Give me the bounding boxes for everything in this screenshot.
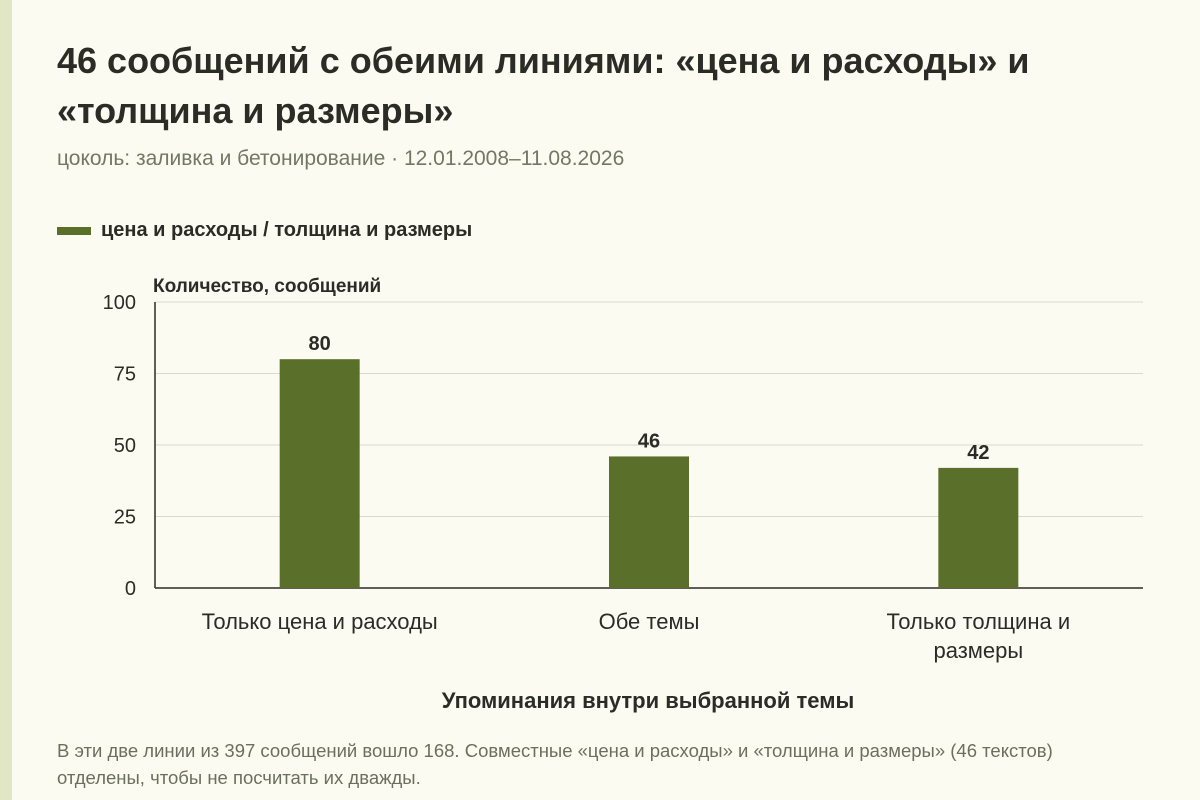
accent-strip (0, 0, 12, 800)
x-tick-label-line: Обе темы (599, 609, 700, 634)
bar-value-label: 80 (309, 333, 331, 355)
x-tick-label: Только цена и расходы (202, 609, 438, 634)
legend-label: цена и расходы / толщина и размеры (101, 219, 473, 241)
legend-swatch (57, 226, 91, 235)
bars (279, 359, 1019, 588)
x-tick-label-line: Только цена и расходы (202, 609, 438, 634)
y-tick-label: 100 (103, 292, 136, 314)
x-tick-label-line: размеры (933, 638, 1023, 663)
y-tick-label: 50 (114, 435, 136, 457)
bar-value-label: 42 (967, 442, 989, 464)
legend: цена и расходы / толщина и размеры (57, 219, 472, 242)
x-tick-label: Обе темы (599, 609, 700, 634)
x-tick-label: Только толщина и размеры (887, 609, 1071, 663)
footnote: В эти две линии из 397 сообщений вошло 1… (57, 740, 1053, 788)
bar-value-label: 46 (638, 430, 660, 452)
labels: 0 25 50 75 100 80 Только цена и расходы 46 Обе т… (103, 292, 1071, 663)
y-axis-label: Количество, сообщений (153, 276, 381, 297)
chart-title: 46 сообщений с обеими линиями: «цена и р… (57, 40, 1030, 131)
bar (938, 467, 1019, 588)
y-tick-label: 25 (114, 507, 136, 529)
chart-subtitle: цоколь: заливка и бетонирование · 12.01.… (57, 147, 625, 170)
x-axis-label: Упоминания внутри выбранной темы (442, 688, 855, 713)
bar (279, 359, 360, 588)
x-tick-label-line: Только толщина и (887, 609, 1071, 634)
bar (609, 456, 689, 588)
y-tick-label: 75 (114, 364, 136, 386)
y-tick-label: 0 (125, 578, 136, 600)
